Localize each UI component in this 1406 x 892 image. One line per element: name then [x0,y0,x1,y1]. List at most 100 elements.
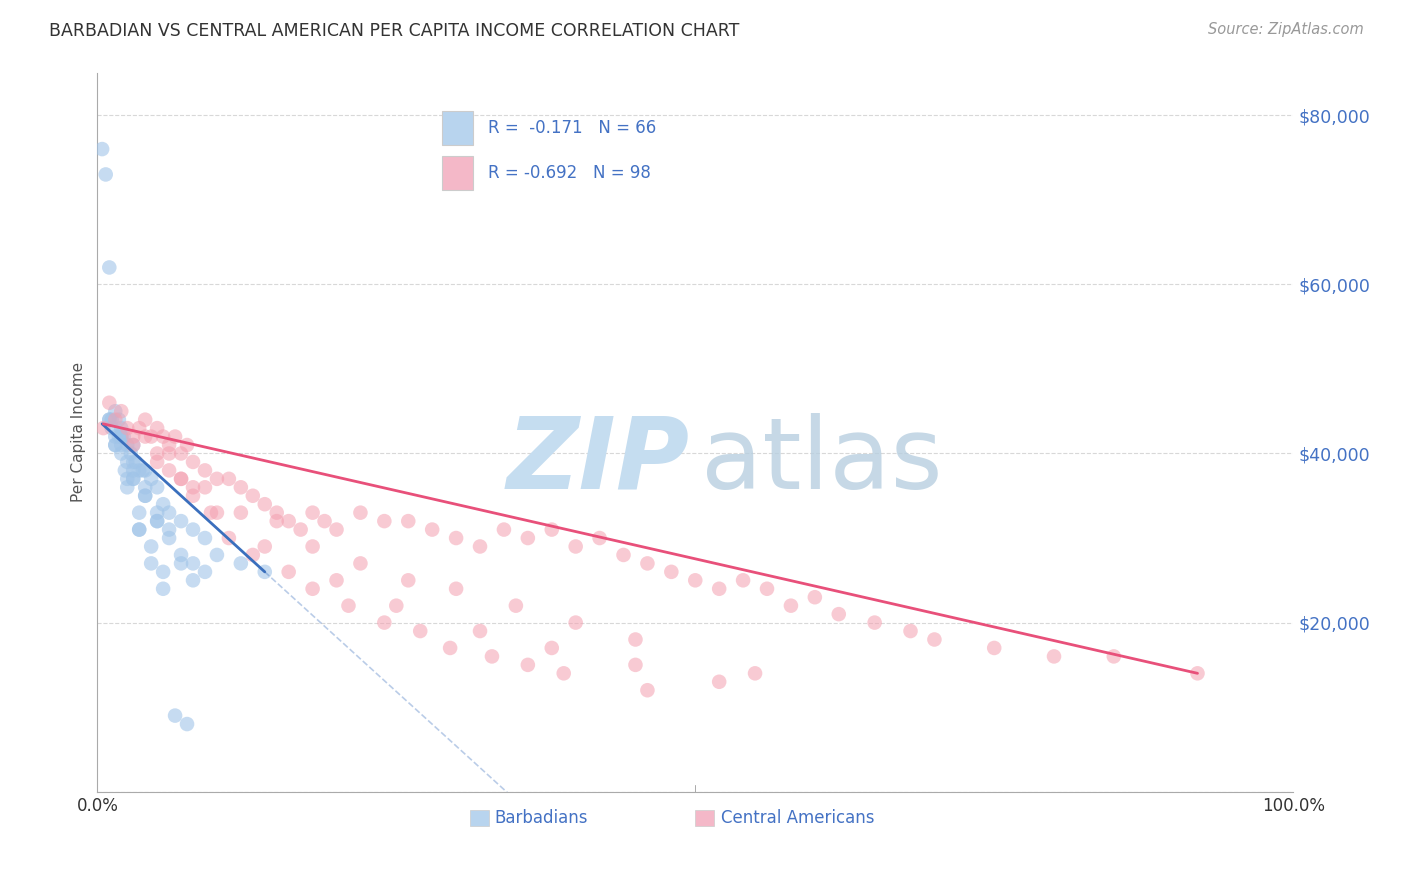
Point [636,683,658,698]
Point [733,574,755,588]
Point [141,472,163,486]
Point [253,565,276,579]
Point [122,455,145,469]
Point [983,640,1005,655]
Point [117,438,139,452]
Text: BARBADIAN VS CENTRAL AMERICAN PER CAPITA INCOME CORRELATION CHART: BARBADIAN VS CENTRAL AMERICAN PER CAPITA… [49,22,740,40]
Point [756,582,779,596]
Text: ZIP: ZIP [506,413,689,509]
Point [110,404,132,418]
Point [91,142,114,156]
Point [301,582,323,596]
Point [146,480,169,494]
Point [444,582,467,596]
Point [108,412,131,426]
FancyBboxPatch shape [441,111,472,145]
Point [110,446,132,460]
Point [314,514,336,528]
Point [141,557,163,571]
Point [128,523,150,537]
Point [91,421,114,435]
Point [709,582,731,596]
Point [165,429,187,443]
Point [242,489,264,503]
Point [492,523,515,537]
Point [134,463,156,477]
Point [420,523,443,537]
Point [624,632,647,647]
Point [122,463,145,477]
Point [863,615,886,630]
Point [112,429,135,443]
Point [152,497,174,511]
Point [134,412,156,426]
Point [468,624,491,638]
Point [194,531,217,545]
Point [218,531,240,545]
Point [114,463,136,477]
Point [157,463,180,477]
Point [266,514,288,528]
Point [170,446,193,460]
Point [181,574,204,588]
Point [194,480,217,494]
Point [146,421,169,435]
Point [146,514,169,528]
Point [170,472,193,486]
Point [253,540,276,554]
Point [516,531,538,545]
Point [104,438,127,452]
Point [277,565,299,579]
Point [98,412,121,426]
Point [396,574,419,588]
Point [157,523,180,537]
Point [481,649,503,664]
Point [709,674,731,689]
Point [117,480,139,494]
Point [170,514,193,528]
Point [157,531,180,545]
Point [540,640,562,655]
Point [122,472,145,486]
Point [588,531,610,545]
Point [110,421,132,435]
Point [134,489,156,503]
Point [134,429,156,443]
Point [134,480,156,494]
Point [301,506,323,520]
Point [200,506,222,520]
Point [117,455,139,469]
Point [176,717,198,731]
Point [170,557,193,571]
Text: Source: ZipAtlas.com: Source: ZipAtlas.com [1208,22,1364,37]
FancyBboxPatch shape [441,156,472,190]
Point [100,412,122,426]
Point [1043,649,1066,664]
Point [132,463,155,477]
Point [170,472,193,486]
Point [194,565,217,579]
Point [104,429,127,443]
Point [553,666,575,681]
Point [229,557,252,571]
Point [104,412,127,426]
Point [194,463,217,477]
Point [205,506,228,520]
Point [1187,666,1209,681]
Point [157,446,180,460]
Point [94,168,117,182]
Point [744,666,766,681]
Point [134,489,156,503]
Point [439,640,461,655]
Point [924,632,946,647]
Point [396,514,419,528]
Point [242,548,264,562]
Point [349,506,371,520]
Point [120,446,142,460]
Point [301,540,323,554]
Point [564,615,586,630]
Point [98,260,121,275]
Point [117,472,139,486]
Point [780,599,803,613]
Point [104,404,127,418]
